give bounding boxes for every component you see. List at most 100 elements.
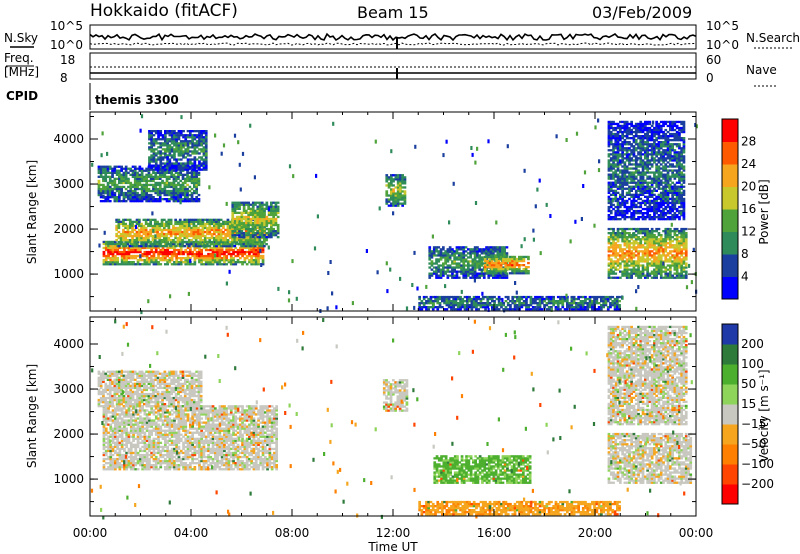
data-cell <box>272 234 275 237</box>
data-cell <box>99 191 103 195</box>
data-cell <box>258 236 262 239</box>
data-cell <box>170 162 174 165</box>
data-cell <box>499 264 503 267</box>
data-cell <box>136 198 139 201</box>
data-cell <box>443 297 446 301</box>
data-cell <box>623 161 627 164</box>
data-cell <box>628 197 631 201</box>
data-cell <box>439 276 443 279</box>
data-cell <box>453 266 456 269</box>
data-cell <box>158 232 162 236</box>
data-cell <box>198 250 201 254</box>
data-cell <box>461 306 465 309</box>
data-cell <box>664 227 668 231</box>
data-cell <box>195 185 198 189</box>
data-cell <box>254 232 257 235</box>
data-cell <box>682 244 686 247</box>
data-cell <box>153 230 157 234</box>
data-cell <box>495 259 498 263</box>
data-cell <box>646 266 649 269</box>
data-cell <box>653 246 656 249</box>
data-cell <box>621 238 624 241</box>
data-cell <box>240 234 244 237</box>
data-cell <box>135 222 139 226</box>
data-cell <box>242 215 246 219</box>
data-cell <box>161 142 165 145</box>
data-cell <box>164 154 167 157</box>
data-cell <box>621 274 624 277</box>
data-cell <box>195 196 198 199</box>
data-cell <box>579 300 583 303</box>
data-cell <box>251 232 255 235</box>
data-cell <box>164 162 167 165</box>
data-cell <box>183 189 187 193</box>
data-cell <box>429 300 433 303</box>
data-cell <box>628 177 631 180</box>
data-cell <box>198 136 201 139</box>
data-cell <box>666 274 670 277</box>
data-cell <box>184 162 188 165</box>
data-cell <box>630 246 633 249</box>
data-cell <box>156 177 160 180</box>
data-cell <box>254 240 258 244</box>
data-cell <box>183 224 187 228</box>
data-cell <box>641 254 645 257</box>
data-cell <box>156 226 159 230</box>
data-cell <box>462 262 466 265</box>
data-cell <box>429 295 433 299</box>
data-cell <box>648 234 652 237</box>
data-cell <box>641 268 645 271</box>
data-cell <box>190 173 194 176</box>
data-cell <box>133 241 137 244</box>
data-cell <box>427 297 430 301</box>
data-cell <box>157 263 160 266</box>
data-cell <box>628 207 631 211</box>
data-cell <box>195 254 199 258</box>
data-cell <box>464 276 468 279</box>
data-cell <box>607 214 611 217</box>
data-cell <box>260 241 264 244</box>
data-cell <box>163 245 166 248</box>
data-cell <box>138 200 142 203</box>
data-cell <box>455 248 459 251</box>
data-cell <box>102 261 106 264</box>
data-cell <box>563 295 567 299</box>
data-cell <box>142 230 146 234</box>
data-cell <box>216 252 219 256</box>
data-cell <box>161 187 164 191</box>
data-cell <box>444 250 447 253</box>
data-cell <box>245 203 248 206</box>
data-cell <box>673 234 677 237</box>
data-cell <box>619 256 622 259</box>
data-cell <box>234 250 238 254</box>
data-cell <box>239 248 242 252</box>
data-cell <box>120 263 124 266</box>
data-cell <box>488 272 492 275</box>
data-cell <box>166 246 169 250</box>
data-cell <box>107 254 110 258</box>
data-cell <box>254 217 257 221</box>
data-cell <box>621 187 624 190</box>
data-cell <box>274 230 278 233</box>
data-cell <box>272 221 275 225</box>
data-cell <box>432 246 436 249</box>
data-cell <box>506 304 510 307</box>
data-cell <box>435 276 438 279</box>
data-cell <box>464 274 468 277</box>
data-cell <box>460 248 463 251</box>
data-cell <box>256 232 260 235</box>
data-cell <box>678 276 681 279</box>
data-cell <box>606 300 610 303</box>
data-cell <box>192 236 196 240</box>
data-cell <box>167 218 171 221</box>
data-cell <box>543 300 546 303</box>
data-cell <box>272 205 275 208</box>
data-cell <box>251 215 255 219</box>
data-cell <box>442 268 445 271</box>
data-cell <box>630 274 633 277</box>
data-cell <box>131 245 134 248</box>
data-cell <box>183 241 187 244</box>
data-cell <box>401 182 404 185</box>
data-cell <box>251 201 255 204</box>
data-cell <box>149 222 152 226</box>
